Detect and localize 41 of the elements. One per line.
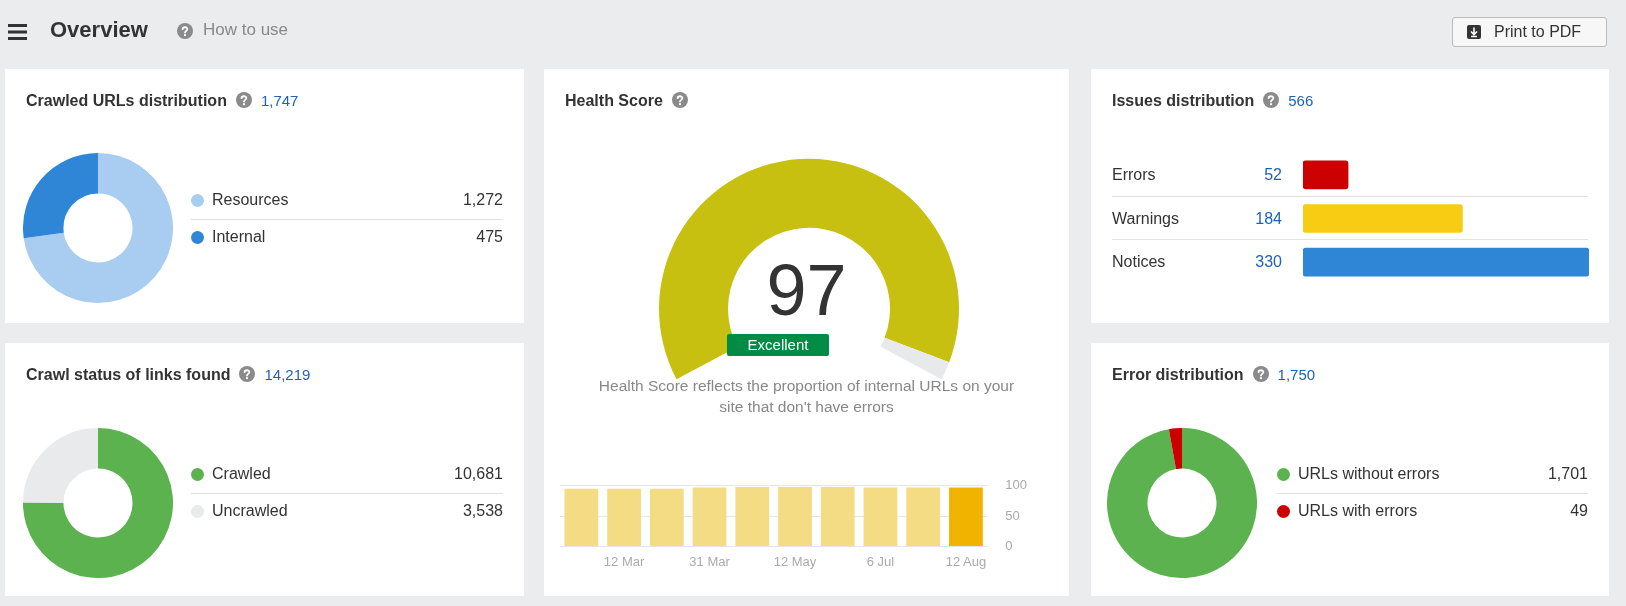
y-tick-label: 0 [1005, 537, 1013, 553]
chart-title: Issues distribution [1112, 91, 1255, 109]
text: Print to PDF [1494, 23, 1582, 41]
chart-title: Error distribution [1112, 365, 1244, 383]
legend-label: Crawled [212, 465, 271, 483]
chart-subtitle: 1,747 [260, 92, 299, 110]
text: Overview [50, 17, 148, 43]
x-tick-label: 12 May [773, 553, 817, 569]
legend-label: URLs without errors [1298, 465, 1440, 483]
data-label: 10,681 [454, 465, 503, 483]
y-tick-label: Notices [1112, 253, 1166, 271]
legend-label: URLs with errors [1298, 502, 1418, 520]
y-tick-label: Errors [1112, 166, 1156, 184]
text: Health Score reflects the proportion of internal URLs on your site that don't have errors [597, 376, 1016, 417]
x-tick-label: 12 Mar [603, 553, 645, 569]
data-label: 475 [476, 228, 503, 246]
chart-subtitle: 1,750 [1277, 366, 1316, 384]
data-label: 52 [1263, 166, 1282, 184]
data-label: 49 [1570, 502, 1588, 520]
legend-label: Uncrawled [212, 502, 288, 520]
text: Excellent [727, 334, 829, 356]
data-label: 1,272 [462, 191, 503, 209]
y-tick-label: Warnings [1112, 209, 1179, 228]
chart-subtitle: 566 [1288, 92, 1314, 110]
data-label: 330 [1254, 253, 1282, 271]
chart-subtitle: 14,219 [264, 366, 311, 384]
data-label: 3,538 [462, 502, 503, 520]
chart-title: Crawl status of links found [26, 365, 231, 383]
x-tick-label: 6 Jul [866, 553, 895, 569]
x-tick-label: 31 Mar [689, 553, 731, 569]
data-label: 184 [1254, 209, 1282, 228]
x-tick-label: 12 Aug [945, 553, 987, 569]
legend-label: Resources [212, 191, 289, 209]
text: 97 [765, 249, 848, 331]
data-label: 1,701 [1547, 465, 1588, 483]
chart-title: Health Score [565, 91, 663, 109]
y-tick-label: 50 [1005, 507, 1020, 523]
legend-label: Internal [212, 228, 266, 246]
y-tick-label: 100 [1005, 477, 1028, 493]
chart-title: Crawled URLs distribution [26, 91, 227, 109]
text: How to use [203, 20, 289, 40]
